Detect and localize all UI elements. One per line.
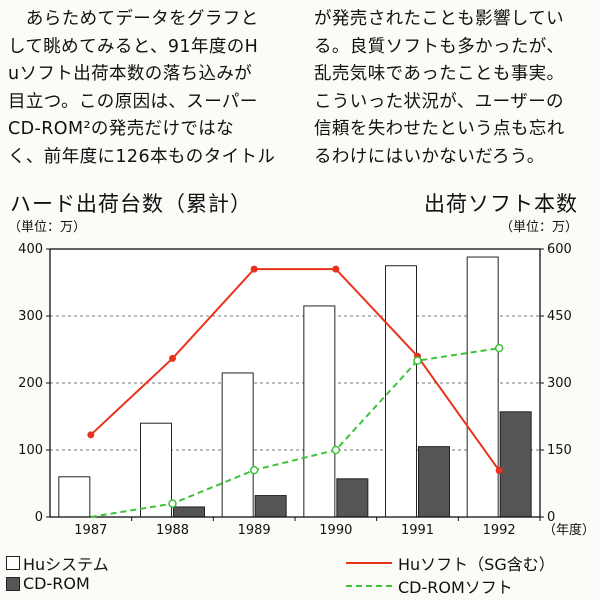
point-cdrom-soft (168, 499, 177, 508)
legend-label-hu-soft: Huソフト（SG含む） (398, 555, 555, 574)
x-axis-label: （年度） (543, 522, 595, 538)
bar-hu-system (221, 372, 254, 518)
point-hu-soft (332, 265, 340, 273)
bar-cd-rom (418, 446, 450, 518)
left-axis-tick-label: 200 (18, 376, 43, 391)
article-line: る。良質ソフトも多かったが、 (314, 36, 565, 57)
left-axis-tick-label: 100 (18, 443, 43, 458)
left-axis-tick-label: 400 (18, 242, 43, 257)
article-line: CD-ROM²の発売だけではな (8, 119, 235, 140)
point-cdrom-soft (249, 465, 259, 475)
bar-cd-rom (254, 495, 287, 518)
point-hu-soft (87, 431, 95, 439)
article-left-column: あらためてデータをグラフと して眺めてみると、91年度のH uソフト出荷本数の落ち込… (8, 6, 280, 172)
x-axis-tick-label: 1992 (483, 523, 516, 538)
article-line: が発売されたことも影響してい (314, 9, 565, 29)
right-axis-tick-label: 300 (547, 376, 572, 391)
right-axis-tick-label: 600 (547, 242, 572, 257)
legend-item-hu-system: Huシステム (6, 551, 109, 575)
legend-swatch-hu-system (6, 556, 20, 570)
line-cdrom-soft (90, 347, 500, 518)
bar-hu-system (466, 256, 499, 518)
x-axis-tick-label: 1991 (401, 523, 434, 538)
article-line: uソフト出荷本数の落ち込みが (8, 64, 253, 85)
legend-swatch-cd-rom (6, 576, 20, 591)
legend-label-cd-rom: CD-ROM (23, 574, 90, 593)
point-cdrom-soft (494, 343, 504, 353)
article-line: 乱売気味であったことも事実。 (314, 64, 565, 85)
article-line: 信頼を失わせたという点も忘れ (314, 119, 565, 140)
x-axis-tick-label: 1988 (156, 523, 189, 538)
right-axis-tick-label: 0 (547, 510, 555, 525)
point-hu-soft (495, 467, 503, 475)
article-line: して眺めてみると、91年度のH (8, 36, 259, 57)
bar-hu-system (303, 305, 336, 518)
left-axis-tick-label: 0 (35, 510, 43, 525)
left-axis-title: ハード出荷台数（累計） (10, 192, 252, 216)
legend-swatch-cdrom-soft (346, 585, 392, 587)
legend-item-cd-rom: CD-ROM (6, 574, 90, 593)
legend-label-cdrom-soft: CD-ROMソフト (398, 578, 513, 597)
article-line: こういった状況が、ユーザーの (314, 91, 564, 112)
point-hu-soft (169, 354, 176, 362)
article-right-column: が発売されたことも影響してい る。良質ソフトも多かったが、 乱売気味であったことも事… (314, 6, 594, 172)
article-line: あらためてデータをグラフと (8, 9, 259, 29)
x-axis-tick-label: 1990 (319, 523, 352, 538)
point-cdrom-soft (413, 356, 422, 365)
bar-hu-system (140, 422, 172, 518)
article-line: るわけにはいかないだろう。 (314, 146, 545, 167)
bar-cd-rom (173, 506, 205, 518)
left-axis-unit: （単位：万） (8, 220, 87, 235)
point-cdrom-soft (331, 445, 341, 455)
bar-hu-system (58, 476, 91, 518)
left-axis-tick-label: 300 (18, 309, 43, 324)
legend-swatch-hu-soft (346, 562, 392, 564)
legend-label-hu-system: Huシステム (23, 555, 109, 574)
article-line: く、前年度に126本ものタイトル (8, 146, 276, 167)
legend-item-cdrom-soft: CD-ROMソフト (346, 574, 513, 598)
right-axis-tick-label: 150 (547, 443, 572, 458)
x-axis-tick-label: 1987 (74, 523, 107, 538)
article-line: 目立つ。この原因は、スーパー (8, 91, 258, 112)
bar-cd-rom (336, 478, 369, 518)
right-axis-title: 出荷ソフト本数 (424, 192, 578, 216)
legend-item-hu-soft: Huソフト（SG含む） (346, 551, 555, 575)
point-hu-soft (250, 265, 258, 273)
x-axis-tick-label: 1989 (238, 523, 271, 538)
right-axis-unit: （単位：万） (500, 220, 579, 235)
line-hu-soft (90, 268, 500, 472)
right-axis-tick-label: 450 (547, 309, 572, 324)
bar-cd-rom (499, 411, 532, 518)
